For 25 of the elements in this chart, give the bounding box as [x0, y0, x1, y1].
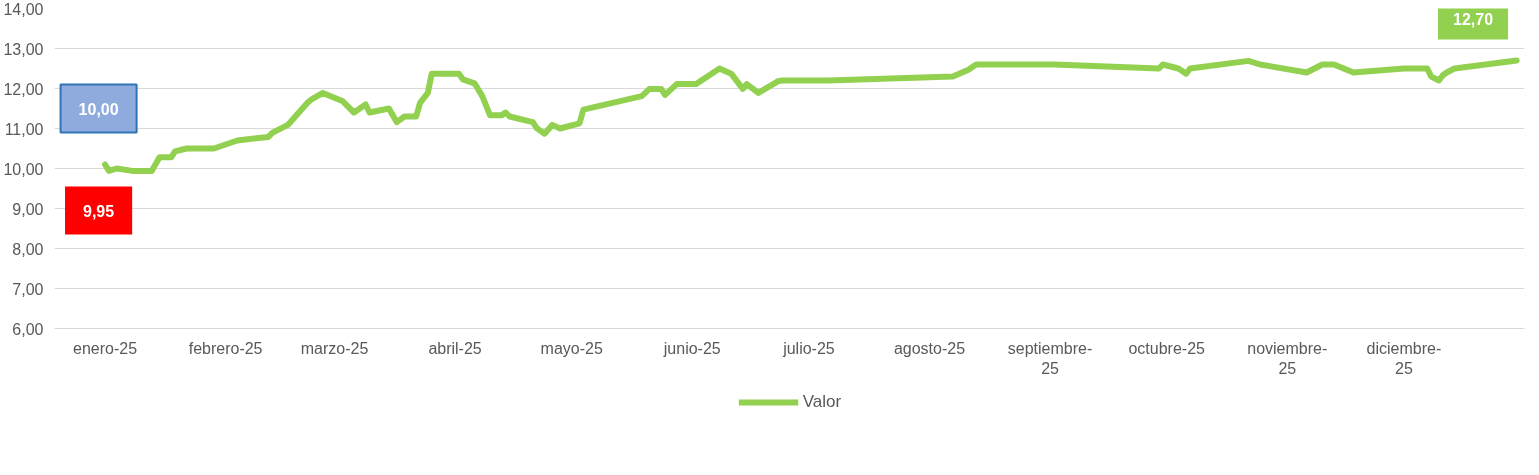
- y-tick-label: 9,00: [12, 200, 44, 218]
- y-tick-label: 12,00: [3, 80, 44, 98]
- x-tick-label: noviembre-25: [1247, 339, 1328, 377]
- x-tick-label: agosto-25: [893, 339, 966, 357]
- x-tick-label: julio-25: [782, 339, 835, 357]
- annotation: 10,00: [78, 100, 119, 118]
- x-tick-label: septiembre-25: [1007, 339, 1093, 377]
- x-tick-label: febrero-25: [188, 339, 263, 357]
- legend-label: Valor: [802, 391, 842, 412]
- y-tick-label: 7,00: [12, 280, 44, 298]
- x-tick-label: marzo-25: [300, 339, 369, 357]
- x-tick-label: junio-25: [662, 339, 721, 357]
- x-tick-label: abril-25: [428, 339, 482, 357]
- y-tick-label: 6,00: [12, 320, 44, 338]
- y-tick-label: 13,00: [3, 40, 44, 58]
- x-tick-label: diciembre-25: [1366, 339, 1442, 377]
- y-tick-label: 8,00: [12, 240, 44, 258]
- y-tick-label: 10,00: [3, 160, 44, 178]
- y-tick-label: 14,00: [3, 0, 44, 18]
- x-tick-label: octubre-25: [1128, 339, 1206, 357]
- annotation: 9,95: [83, 202, 115, 220]
- annotation: 12,70: [1453, 10, 1494, 28]
- x-tick-label: enero-25: [73, 339, 138, 357]
- y-tick-label: 11,00: [4, 120, 44, 138]
- x-tick-label: mayo-25: [540, 339, 603, 357]
